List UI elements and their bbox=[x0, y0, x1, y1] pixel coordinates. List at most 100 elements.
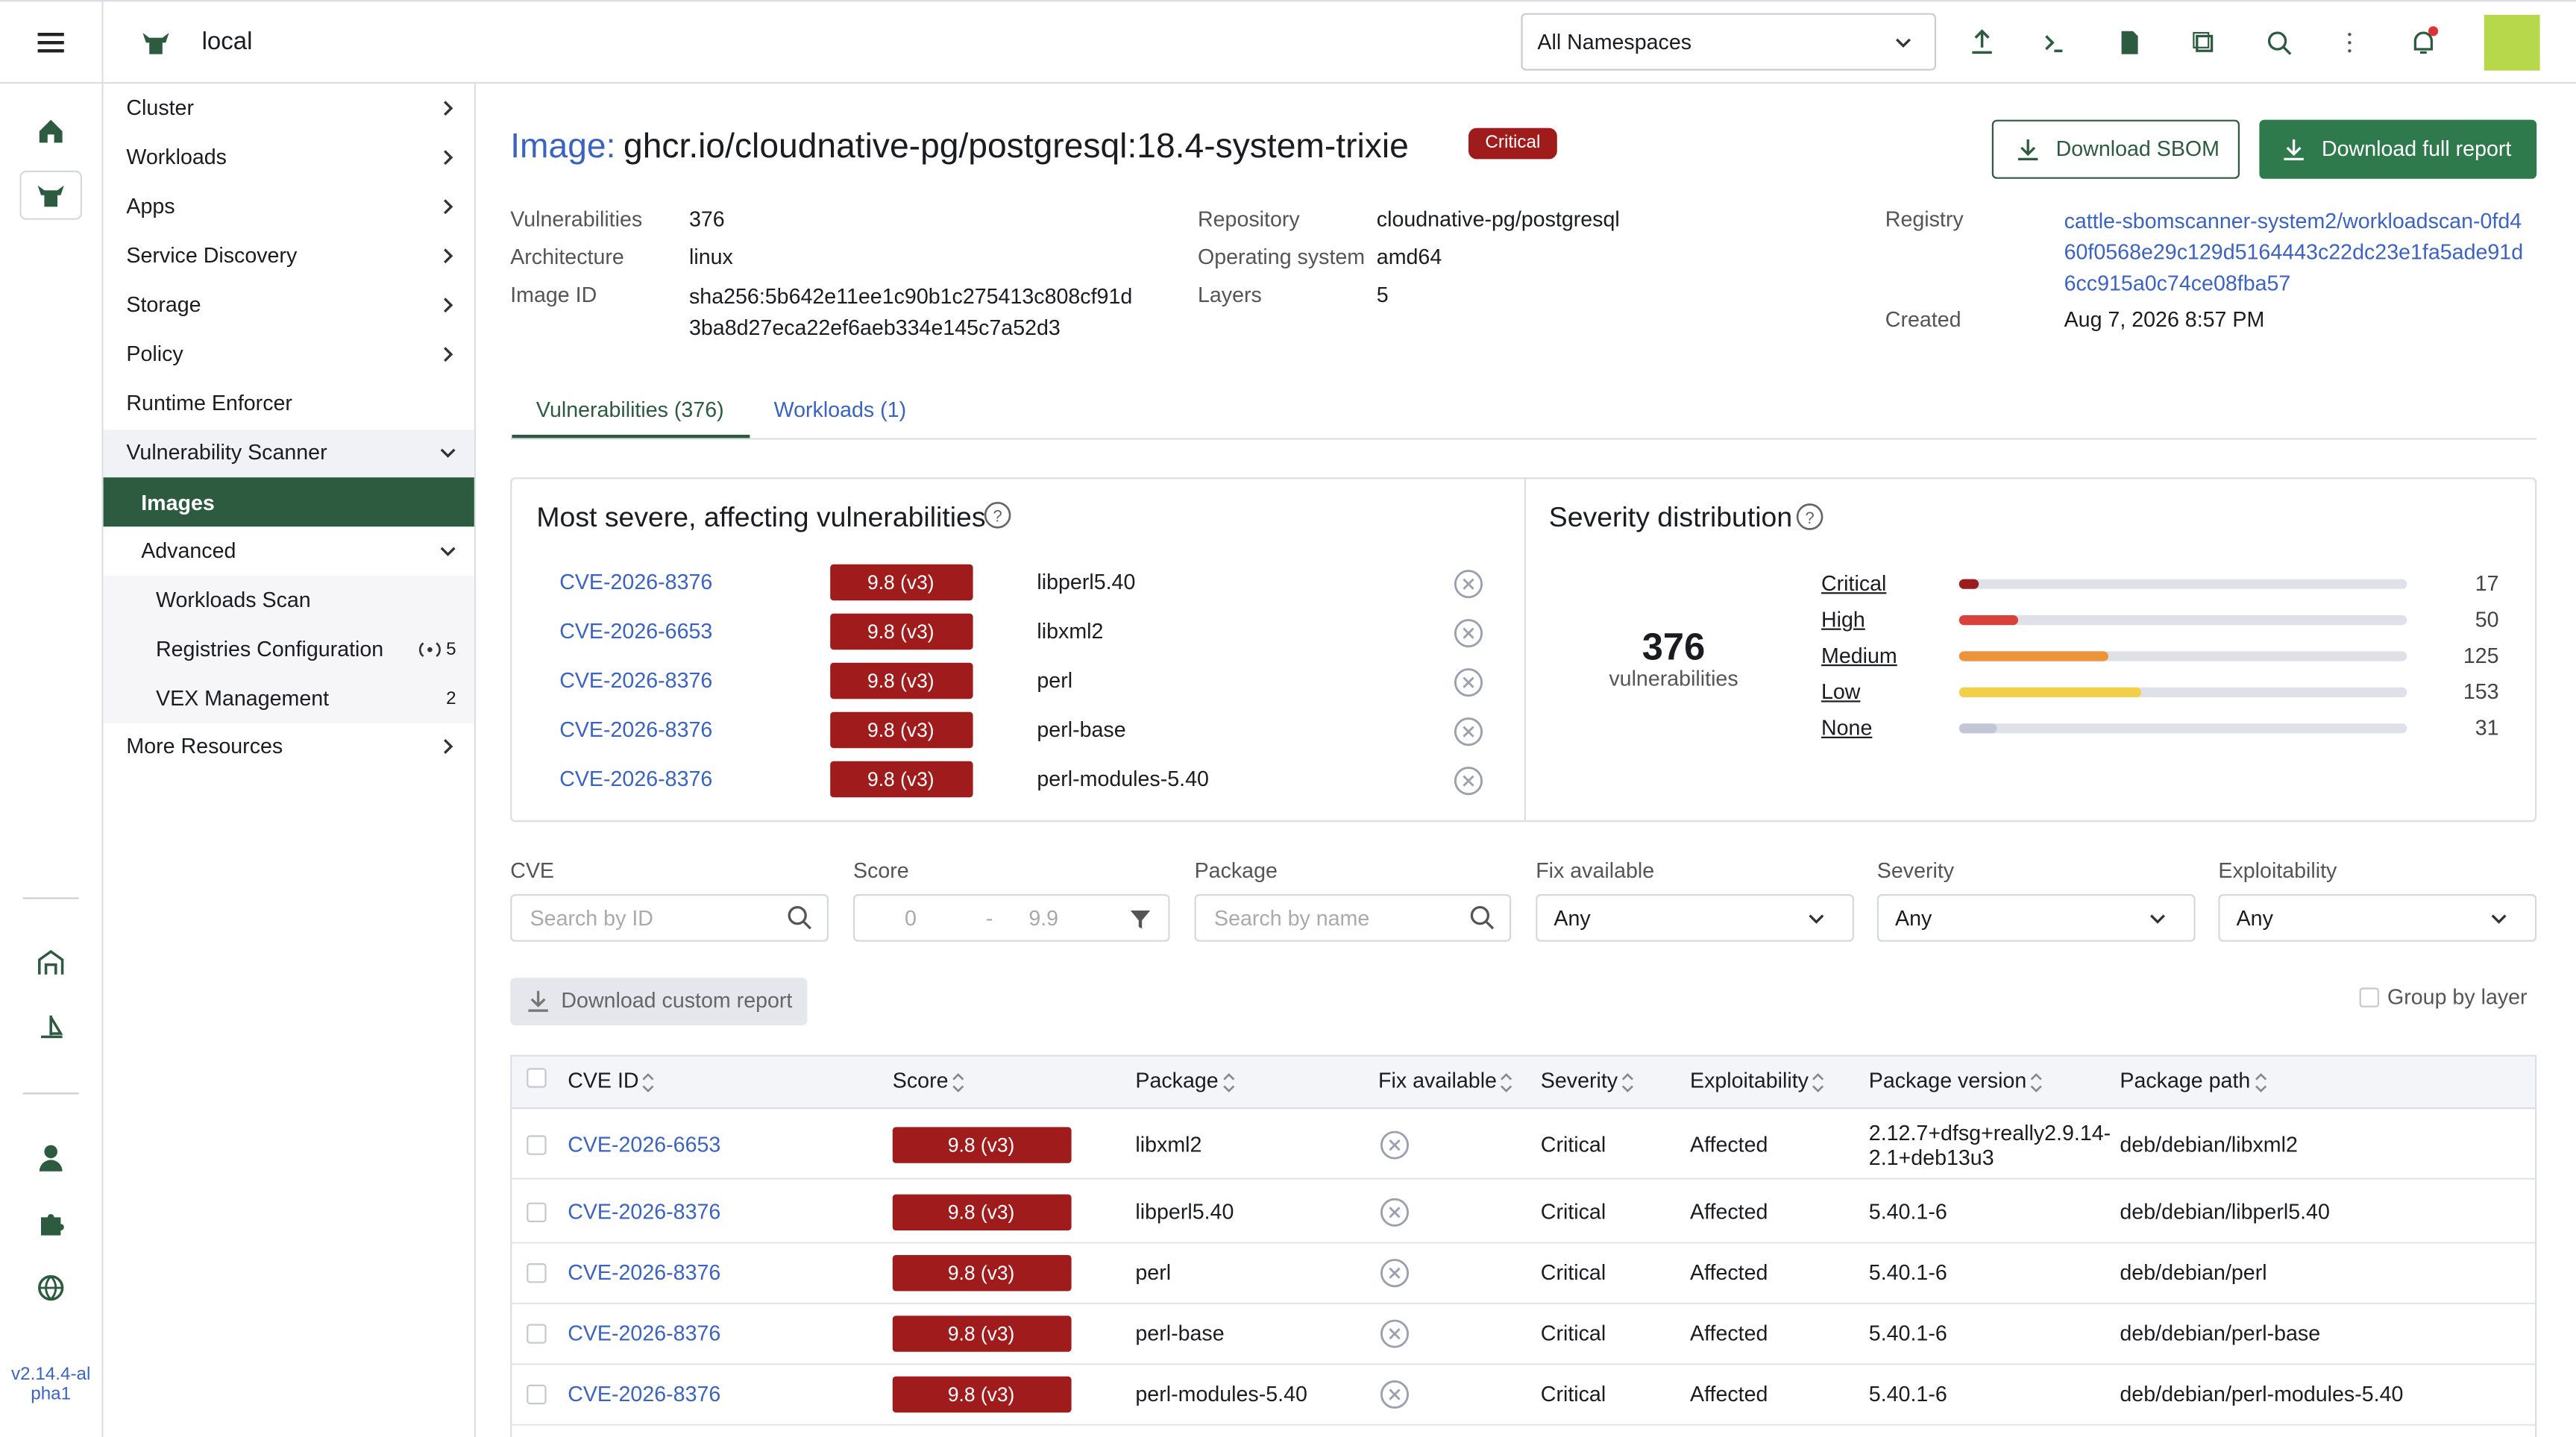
column-header[interactable]: CVE ID bbox=[568, 1068, 639, 1093]
filter-input[interactable] bbox=[510, 894, 829, 942]
checkbox[interactable] bbox=[527, 1068, 547, 1088]
dismiss-button[interactable] bbox=[1452, 617, 1485, 650]
rail-link[interactable] bbox=[34, 1207, 67, 1240]
toolbar-button[interactable] bbox=[2333, 26, 2366, 59]
filter-input[interactable] bbox=[1194, 894, 1512, 942]
severity-link[interactable]: High bbox=[1821, 607, 1865, 632]
download-sbom-label: Download SBOM bbox=[2055, 136, 2220, 161]
toolbar-button[interactable] bbox=[2187, 26, 2220, 59]
vex-count: 2 bbox=[446, 689, 456, 709]
score-label: 9.8 (v3) bbox=[947, 1322, 1015, 1345]
dismiss-button[interactable] bbox=[1452, 666, 1485, 699]
checkbox[interactable] bbox=[527, 1202, 547, 1222]
toolbar-button[interactable] bbox=[2407, 26, 2440, 59]
download-sbom[interactable] bbox=[1991, 119, 2240, 179]
severity-link[interactable]: None bbox=[1821, 715, 1873, 740]
column-header[interactable]: Fix available bbox=[1378, 1068, 1497, 1093]
filter-input[interactable] bbox=[1876, 894, 2196, 942]
filter-label: Severity bbox=[1876, 858, 1955, 883]
column-header[interactable]: Severity bbox=[1540, 1068, 1618, 1093]
nav-item[interactable]: More Resources bbox=[126, 733, 283, 758]
severity-link[interactable]: Critical bbox=[1821, 570, 1887, 596]
cve-link[interactable]: CVE-2026-8376 bbox=[568, 1260, 721, 1285]
checkbox[interactable] bbox=[527, 1263, 547, 1283]
custom-report-button[interactable] bbox=[510, 978, 808, 1025]
sort-icon[interactable] bbox=[942, 1066, 975, 1099]
nav-item[interactable]: Images bbox=[141, 490, 215, 515]
sort-icon[interactable] bbox=[2020, 1066, 2052, 1099]
download-icon bbox=[2284, 139, 2304, 161]
rail-link[interactable] bbox=[34, 1142, 67, 1175]
nav-item[interactable]: Workloads Scan bbox=[156, 587, 311, 612]
user-avatar[interactable] bbox=[2484, 14, 2540, 71]
severity-link[interactable]: Low bbox=[1821, 679, 1861, 704]
nav-item[interactable]: VEX Management bbox=[156, 685, 330, 711]
cve-link[interactable]: CVE-2026-8376 bbox=[568, 1321, 721, 1345]
menu-button[interactable] bbox=[34, 26, 67, 59]
nav-item[interactable]: Service Discovery bbox=[126, 242, 298, 268]
home-link[interactable] bbox=[34, 115, 67, 148]
package-name: perl-modules-5.40 bbox=[1037, 766, 1209, 791]
severity-link[interactable]: Medium bbox=[1821, 643, 1897, 668]
checkbox[interactable] bbox=[527, 1324, 547, 1344]
download-report[interactable] bbox=[2259, 119, 2537, 179]
total-count: 376 bbox=[1642, 625, 1706, 668]
dismiss-button[interactable] bbox=[1452, 567, 1485, 600]
column-header[interactable]: Package path bbox=[2120, 1068, 2251, 1093]
rail-link[interactable] bbox=[34, 1271, 67, 1304]
column-header[interactable]: Package bbox=[1135, 1068, 1219, 1093]
sort-icon[interactable] bbox=[2244, 1066, 2277, 1099]
toolbar-button[interactable] bbox=[1966, 26, 1999, 59]
filter-input[interactable] bbox=[1536, 894, 1854, 942]
nav-item[interactable]: Vulnerability Scanner bbox=[126, 439, 327, 465]
registries-count: 5 bbox=[446, 640, 456, 660]
filter-input[interactable] bbox=[2218, 894, 2537, 942]
exploitability: Affected bbox=[1690, 1260, 1768, 1285]
nav-item[interactable]: Runtime Enforcer bbox=[126, 390, 292, 415]
nav-item[interactable]: Workloads bbox=[126, 144, 227, 169]
toolbar-button[interactable] bbox=[2263, 26, 2296, 59]
sort-icon[interactable] bbox=[1212, 1066, 1245, 1099]
filter-input[interactable] bbox=[853, 894, 1170, 942]
tab[interactable]: Vulnerabilities (376) bbox=[535, 397, 724, 422]
dropdown-arrow bbox=[2150, 914, 2165, 924]
sort-icon[interactable] bbox=[1611, 1066, 1644, 1099]
cve-link[interactable]: CVE-2026-8376 bbox=[559, 569, 713, 594]
toolbar-button[interactable] bbox=[2114, 26, 2146, 59]
column-header[interactable]: Exploitability bbox=[1690, 1068, 1809, 1093]
namespace-select[interactable] bbox=[1521, 13, 1936, 71]
nav-item[interactable]: Advanced bbox=[141, 538, 236, 563]
column-header[interactable]: Score bbox=[892, 1068, 949, 1093]
sort-icon[interactable] bbox=[632, 1066, 665, 1099]
checkbox[interactable] bbox=[527, 1135, 547, 1155]
score-badge bbox=[830, 613, 973, 650]
dismiss-button[interactable] bbox=[1452, 764, 1485, 797]
severity-bar bbox=[1958, 651, 2108, 661]
tab[interactable]: Workloads (1) bbox=[773, 397, 907, 422]
fix-unavailable-icon bbox=[1380, 1319, 1410, 1348]
sort-icon[interactable] bbox=[1802, 1066, 1835, 1099]
cve-link[interactable]: CVE-2026-6653 bbox=[568, 1132, 721, 1157]
column-header[interactable]: Package version bbox=[1868, 1068, 2027, 1093]
checkbox[interactable] bbox=[527, 1384, 547, 1405]
cve-link[interactable]: CVE-2026-8376 bbox=[559, 667, 713, 693]
nav-item[interactable]: Cluster bbox=[126, 95, 195, 120]
cluster-link[interactable] bbox=[19, 170, 82, 220]
sort-icon[interactable] bbox=[1490, 1066, 1523, 1099]
toolbar-button[interactable] bbox=[2038, 26, 2070, 59]
download-report-label: Download full report bbox=[2322, 136, 2512, 161]
checkbox[interactable] bbox=[2359, 987, 2379, 1007]
nav-item[interactable]: Storage bbox=[126, 292, 201, 317]
rail-link[interactable] bbox=[34, 1010, 67, 1043]
nav-chevron bbox=[444, 739, 453, 754]
nav-item[interactable]: Apps bbox=[126, 193, 175, 218]
cve-link[interactable]: CVE-2026-8376 bbox=[568, 1199, 721, 1224]
cve-link[interactable]: CVE-2026-6653 bbox=[559, 618, 713, 644]
nav-item[interactable]: Policy bbox=[126, 341, 183, 366]
cve-link[interactable]: CVE-2026-8376 bbox=[568, 1381, 721, 1406]
dismiss-button[interactable] bbox=[1452, 715, 1485, 748]
cve-link[interactable]: CVE-2026-8376 bbox=[559, 717, 713, 742]
cve-link[interactable]: CVE-2026-8376 bbox=[559, 766, 713, 791]
nav-item[interactable]: Registries Configuration bbox=[156, 636, 384, 661]
rail-link[interactable] bbox=[34, 946, 67, 979]
